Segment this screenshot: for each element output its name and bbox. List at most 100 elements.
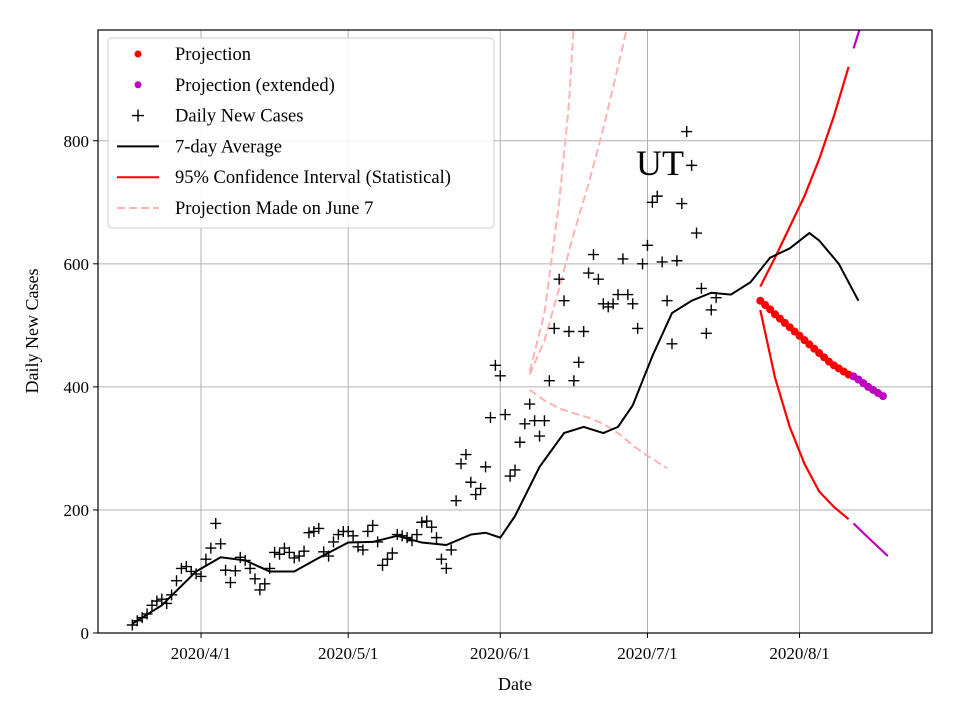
daily-case-marker	[259, 578, 271, 590]
x-tick-label: 2020/6/1	[470, 644, 530, 663]
daily-case-marker	[686, 159, 698, 171]
data-layer	[126, 30, 889, 631]
daily-case-marker	[166, 589, 178, 601]
daily-case-marker	[489, 359, 501, 371]
y-tick-label: 0	[81, 624, 90, 643]
daily-case-marker	[426, 521, 438, 533]
daily-case-marker	[288, 552, 300, 564]
daily-case-marker	[411, 529, 423, 541]
legend-label: 7-day Average	[175, 137, 282, 157]
daily-case-marker	[641, 239, 653, 251]
daily-case-marker	[691, 227, 703, 239]
daily-case-marker	[548, 322, 560, 334]
daily-case-marker	[151, 595, 163, 607]
daily-case-marker	[141, 608, 153, 620]
x-tick-label: 2020/4/1	[171, 644, 231, 663]
daily-case-marker	[406, 535, 418, 547]
daily-case-marker	[180, 561, 192, 573]
x-tick-label: 2020/8/1	[769, 644, 829, 663]
daily-case-marker	[519, 418, 531, 430]
daily-case-marker	[431, 532, 443, 544]
daily-case-marker	[700, 327, 712, 339]
daily-case-marker	[175, 562, 187, 574]
daily-case-marker	[367, 519, 379, 531]
daily-case-marker	[558, 295, 570, 307]
daily-case-marker	[627, 298, 639, 310]
daily-case-marker	[381, 553, 393, 565]
daily-case-marker	[622, 289, 634, 301]
daily-case-marker	[293, 550, 305, 562]
daily-case-marker	[695, 282, 707, 294]
daily-case-marker	[190, 568, 202, 580]
daily-case-marker	[416, 516, 428, 528]
daily-case-marker	[538, 415, 550, 427]
daily-case-marker	[455, 458, 467, 470]
projection-extended-point	[878, 392, 887, 401]
daily-case-marker	[563, 326, 575, 337]
daily-case-marker	[254, 584, 266, 596]
daily-case-marker	[710, 292, 722, 304]
daily-case-marker	[666, 338, 678, 350]
daily-case-marker	[357, 544, 369, 556]
y-axis-label: Daily New Cases	[22, 269, 42, 394]
daily-case-marker	[470, 489, 482, 501]
daily-case-marker	[612, 289, 624, 301]
daily-case-marker	[347, 530, 359, 542]
legend-entry-daily: Daily New Cases	[132, 107, 303, 127]
daily-case-marker	[224, 577, 236, 589]
legend-label: Projection	[175, 45, 251, 65]
daily-case-marker	[671, 255, 683, 267]
daily-case-marker	[435, 553, 447, 565]
daily-case-marker	[524, 398, 536, 410]
daily-case-marker	[185, 565, 197, 577]
june7-projection-line	[529, 389, 668, 469]
daily-case-marker	[705, 304, 717, 316]
daily-case-marker	[617, 253, 629, 265]
june7-projection-line	[528, 30, 575, 372]
daily-case-marker	[460, 449, 472, 461]
daily-case-marker	[646, 196, 658, 208]
daily-case-marker	[372, 536, 384, 548]
daily-case-marker	[244, 562, 256, 574]
daily-case-marker	[229, 565, 241, 577]
daily-case-marker	[421, 515, 433, 527]
daily-case-marker	[283, 546, 295, 558]
daily-case-marker	[543, 375, 555, 387]
daily-case-marker	[661, 295, 673, 307]
daily-case-marker	[676, 198, 688, 210]
daily-case-marker	[587, 249, 599, 261]
daily-case-marker	[377, 559, 389, 571]
daily-case-marker	[553, 273, 565, 285]
daily-case-marker	[583, 267, 595, 279]
daily-case-marker	[396, 530, 408, 542]
legend-entry-projection: Projection	[134, 45, 251, 65]
x-tick-label: 2020/7/1	[617, 644, 677, 663]
y-tick-label: 400	[64, 378, 90, 397]
daily-case-marker	[484, 412, 496, 424]
daily-case-marker	[249, 573, 261, 585]
legend-label: Projection Made on June 7	[175, 199, 373, 219]
daily-case-marker	[195, 570, 207, 582]
ci-extended-lower-line	[852, 522, 889, 557]
daily-case-marker	[651, 190, 663, 202]
y-tick-label: 200	[64, 501, 90, 520]
legend: Projection Projection (extended) Daily New…	[107, 37, 495, 229]
daily-case-marker	[205, 542, 217, 554]
axes: 2020/4/1 2020/5/1 2020/6/1 2020/7/1 2020/8/1…	[64, 132, 830, 663]
daily-case-marker	[239, 554, 251, 566]
daily-case-marker	[386, 547, 398, 559]
daily-case-marker	[215, 538, 227, 550]
daily-case-marker	[656, 256, 668, 268]
legend-entry-projection_extended: Projection (extended)	[134, 76, 335, 96]
seven-day-average-line	[131, 231, 860, 625]
daily-case-marker	[568, 375, 580, 387]
daily-case-marker	[200, 553, 212, 565]
y-tick-label: 800	[64, 132, 90, 151]
x-axis-label: Date	[498, 674, 532, 694]
daily-case-marker	[514, 436, 526, 448]
daily-case-marker	[445, 544, 457, 556]
daily-case-marker	[573, 356, 585, 368]
ci-extended-upper-line	[852, 30, 861, 49]
daily-case-marker	[323, 550, 335, 562]
